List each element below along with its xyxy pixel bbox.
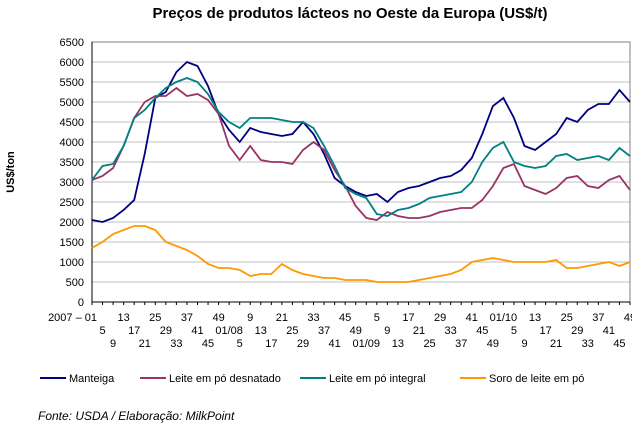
y-tick-label: 4000 xyxy=(60,137,84,149)
x-tick-label: 21 xyxy=(550,338,562,350)
legend-label: Soro de leite em pó xyxy=(489,373,584,385)
x-tick-label: 29 xyxy=(160,325,172,337)
x-tick-label: 49 xyxy=(212,312,224,324)
y-tick-label: 2000 xyxy=(60,217,84,229)
y-tick-label: 5000 xyxy=(60,97,84,109)
y-tick-label: 2500 xyxy=(60,197,84,209)
x-tick-label: 41 xyxy=(329,338,341,350)
x-tick-label: 17 xyxy=(402,312,414,324)
x-tick-label: 21 xyxy=(276,312,288,324)
x-tick-label: 33 xyxy=(307,312,319,324)
legend-label: Leite em pó integral xyxy=(329,373,426,385)
x-tick-label: 29 xyxy=(571,325,583,337)
plot-area xyxy=(91,41,631,303)
x-tick-label: 21 xyxy=(139,338,151,350)
x-tick-label: 2007 – 01 xyxy=(48,312,97,324)
y-tick-label: 6000 xyxy=(60,57,84,69)
x-tick-label: 9 xyxy=(110,338,116,350)
y-axis-label: US$/ton xyxy=(5,151,17,193)
x-tick-label: 45 xyxy=(339,312,351,324)
x-tick-label: 17 xyxy=(539,325,551,337)
y-tick-label: 0 xyxy=(78,297,84,309)
y-tick-label: 3500 xyxy=(60,157,84,169)
legend-label: Leite em pó desnatado xyxy=(169,373,281,385)
x-tick-label: 29 xyxy=(434,312,446,324)
x-tick-label: 33 xyxy=(445,325,457,337)
x-tick-label: 41 xyxy=(603,325,615,337)
x-tick-label: 37 xyxy=(455,338,467,350)
x-tick-label: 49 xyxy=(350,325,362,337)
x-tick-label: 29 xyxy=(297,338,309,350)
x-tick-label: 13 xyxy=(255,325,267,337)
legend-item: Manteiga xyxy=(40,373,115,385)
x-tick-label: 17 xyxy=(265,338,277,350)
series-line-soro-de-leite-em-pó xyxy=(91,225,631,283)
x-tick-label: 25 xyxy=(561,312,573,324)
legend-item: Leite em pó desnatado xyxy=(140,373,281,385)
y-tick-label: 6500 xyxy=(60,37,84,49)
x-tick-label: 49 xyxy=(487,338,499,350)
x-tick-label: 25 xyxy=(149,312,161,324)
y-tick-label: 3000 xyxy=(60,177,84,189)
series-line-leite-em-pó-integral xyxy=(91,77,631,217)
x-tick-label: 45 xyxy=(613,338,625,350)
x-tick-label: 49 xyxy=(624,312,632,324)
x-tick-label: 21 xyxy=(413,325,425,337)
x-tick-label: 37 xyxy=(181,312,193,324)
x-tick-label: 9 xyxy=(521,338,527,350)
x-tick-label: 33 xyxy=(582,338,594,350)
x-tick-label: 01/09 xyxy=(353,338,381,350)
x-tick-label: 41 xyxy=(191,325,203,337)
legend-label: Manteiga xyxy=(69,373,115,385)
x-tick-label: 13 xyxy=(118,312,130,324)
x-tick-label: 13 xyxy=(392,338,404,350)
x-tick-label: 5 xyxy=(237,338,243,350)
chart-title: Preços de produtos lácteos no Oeste da E… xyxy=(152,5,547,22)
x-tick-label: 9 xyxy=(384,325,390,337)
x-tick-label: 41 xyxy=(466,312,478,324)
x-tick-label: 45 xyxy=(202,338,214,350)
source-note: Fonte: USDA / Elaboração: MilkPoint xyxy=(38,409,235,423)
x-tick-label: 01/08 xyxy=(215,325,243,337)
x-tick-label: 17 xyxy=(128,325,140,337)
x-tick-label: 13 xyxy=(529,312,541,324)
series-line-manteiga xyxy=(91,60,631,223)
legend-item: Leite em pó integral xyxy=(300,373,426,385)
legend-item: Soro de leite em pó xyxy=(460,373,584,385)
x-tick-label: 37 xyxy=(318,325,330,337)
x-tick-label: 5 xyxy=(374,312,380,324)
y-tick-label: 5500 xyxy=(60,77,84,89)
x-tick-label: 45 xyxy=(476,325,488,337)
y-tick-label: 500 xyxy=(66,277,84,289)
x-tick-label: 25 xyxy=(286,325,298,337)
y-tick-label: 1500 xyxy=(60,237,84,249)
x-tick-label: 01/10 xyxy=(490,312,518,324)
y-tick-label: 1000 xyxy=(60,257,84,269)
series-line-leite-em-pó-desnatado xyxy=(91,86,631,221)
x-tick-label: 37 xyxy=(592,312,604,324)
y-tick-label: 4500 xyxy=(60,117,84,129)
x-tick-label: 33 xyxy=(170,338,182,350)
x-tick-label: 5 xyxy=(99,325,105,337)
x-tick-label: 9 xyxy=(247,312,253,324)
x-tick-label: 5 xyxy=(511,325,517,337)
x-tick-label: 25 xyxy=(423,338,435,350)
